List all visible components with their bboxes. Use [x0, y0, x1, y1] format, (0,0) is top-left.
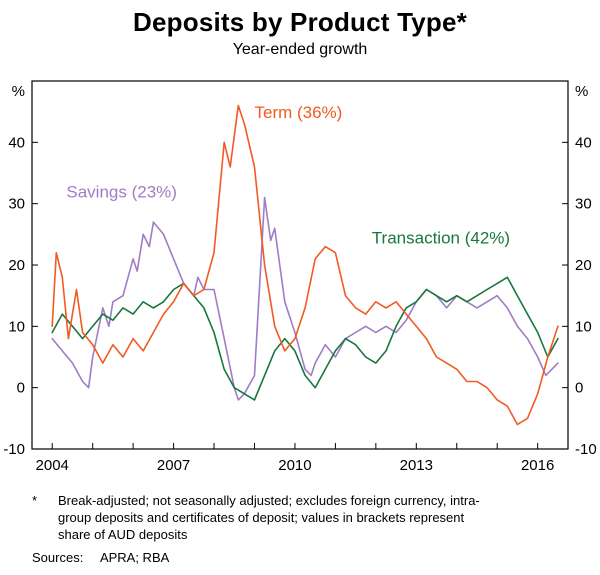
y-tick-label-right: 20	[575, 257, 592, 274]
series-line-transaction	[51, 276, 559, 401]
y-tick-label-right: -10	[575, 441, 597, 458]
series-label-term: Term (36%)	[254, 103, 342, 122]
y-tick-label-left: -10	[3, 441, 25, 458]
x-tick-label: 2007	[157, 457, 190, 474]
chart-title: Deposits by Product Type*	[133, 7, 467, 37]
y-tick-label-right: 30	[575, 196, 592, 213]
y-tick-label-left: 20	[8, 257, 25, 274]
x-tick-label: 2010	[278, 457, 311, 474]
footnote: * Break-adjusted; not seasonally adjuste…	[0, 484, 600, 543]
y-tick-label-left: 10	[8, 318, 25, 335]
series-line-term	[51, 104, 559, 426]
y-tick-label-left: 30	[8, 196, 25, 213]
footnote-marker: *	[32, 493, 38, 508]
y-tick-label-right: 40	[575, 134, 592, 151]
x-tick-label: 2016	[521, 457, 554, 474]
sources-line: Sources: APRA; RBA	[0, 543, 600, 565]
chart-subtitle: Year-ended growth	[232, 41, 368, 58]
x-tick-label: 2013	[400, 457, 433, 474]
series-label-savings: Savings (23%)	[66, 183, 177, 202]
y-unit-left: %	[12, 83, 25, 100]
y-tick-label-left: 40	[8, 134, 25, 151]
plot-area: -10 -10 0 0 10 10 20 20 30 30 40 40% % 2004 2007 2010 20…	[3, 80, 597, 474]
footnote-text: Break-adjusted; not seasonally adjusted;…	[58, 493, 480, 543]
y-unit-right: %	[575, 83, 588, 100]
series-label-transaction: Transaction (42%)	[372, 229, 510, 248]
y-tick-label-right: 10	[575, 318, 592, 335]
y-tick-label-right: 0	[575, 380, 583, 397]
y-tick-label-left: 0	[17, 380, 25, 397]
x-tick-label: 2004	[36, 457, 69, 474]
sources-text: APRA; RBA	[99, 550, 170, 566]
series-line-savings	[51, 196, 559, 401]
plot-frame	[31, 80, 569, 450]
sources-label: Sources:	[32, 550, 84, 566]
